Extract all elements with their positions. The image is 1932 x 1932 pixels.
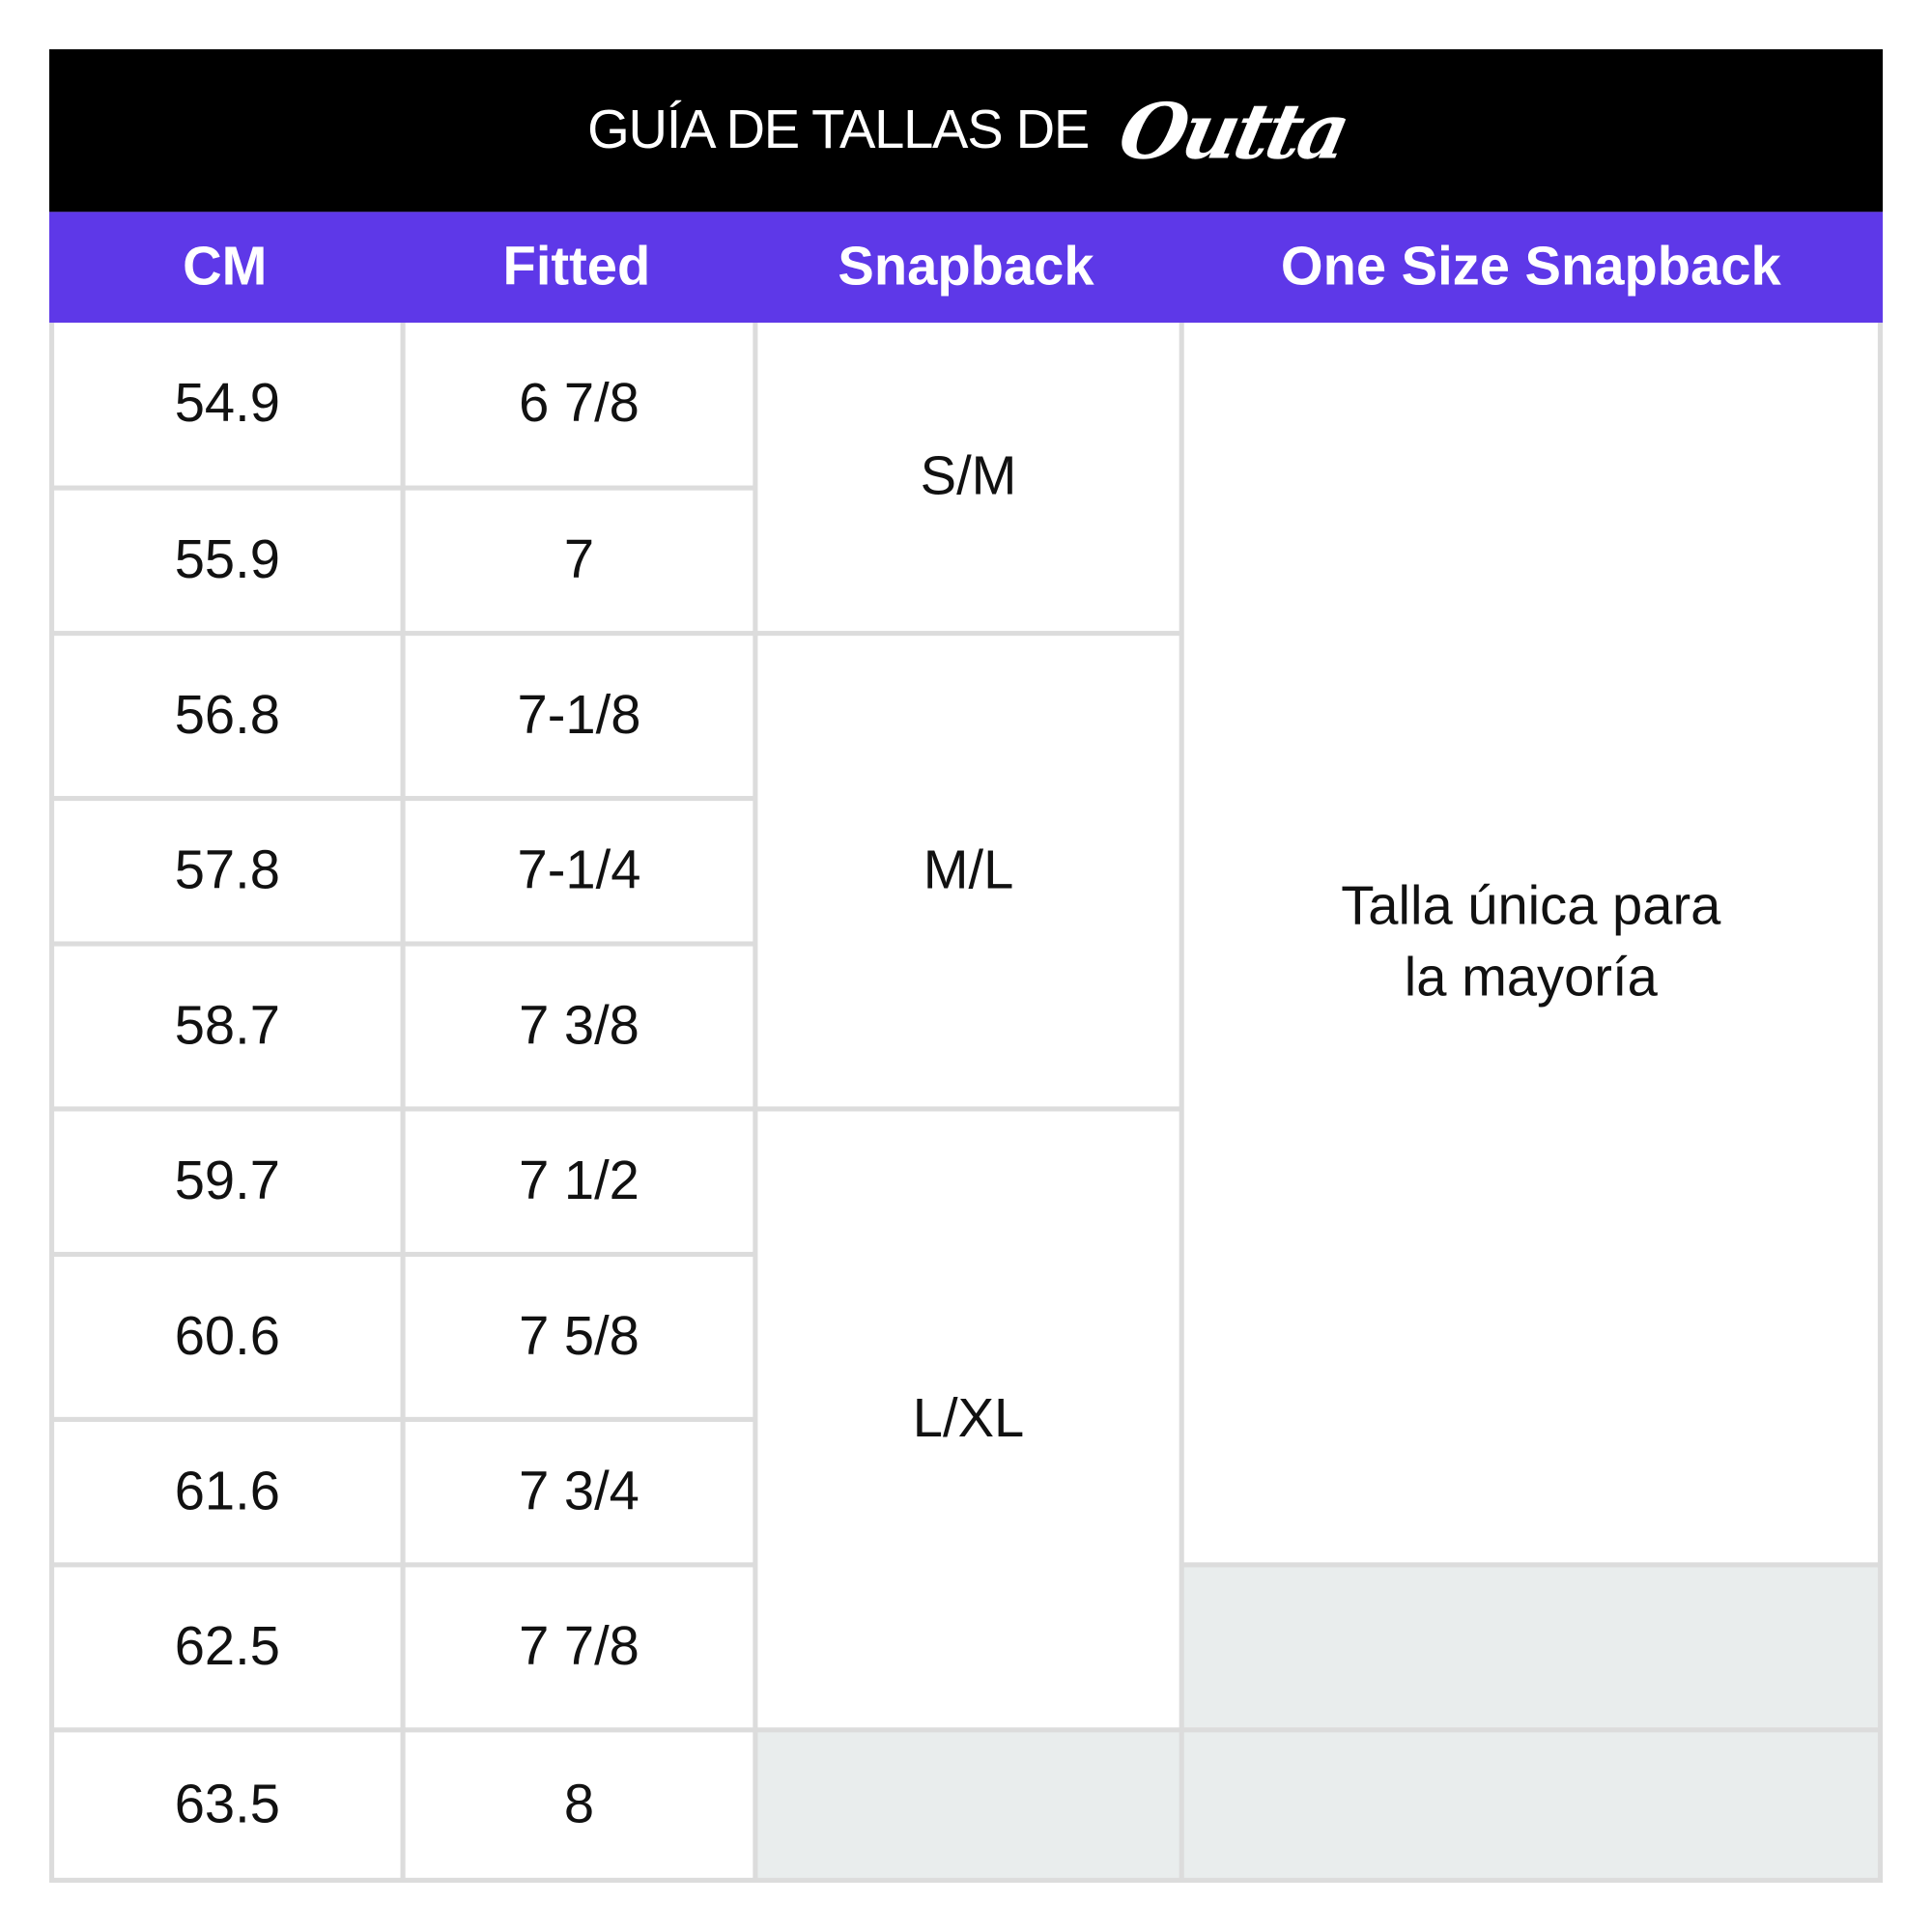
empty-cell	[1183, 1567, 1878, 1728]
fitted-cell: 7 5/8	[405, 1257, 753, 1417]
column-header-row: CM Fitted Snapback One Size Snapback	[49, 212, 1883, 324]
fitted-cell: 7	[405, 490, 753, 632]
cm-cell: 61.6	[54, 1421, 401, 1563]
cm-cell: 59.7	[54, 1111, 401, 1252]
cm-cell: 58.7	[54, 946, 401, 1107]
column-header-cm: CM	[183, 236, 268, 298]
fitted-cell: 7-1/8	[405, 636, 753, 796]
snapback-cell: M/L	[757, 636, 1179, 1107]
empty-cell	[757, 1732, 1179, 1878]
one-size-cell: Talla única para la mayoría	[1183, 323, 1878, 1563]
column-header-fitted: Fitted	[502, 236, 651, 298]
title-text: GUÍA DE TALLAS DE	[587, 99, 1090, 160]
empty-cell	[1183, 1732, 1878, 1878]
fitted-cell: 7 3/4	[405, 1421, 753, 1563]
column-header-one-size: One Size Snapback	[1280, 236, 1781, 298]
fitted-cell: 7 3/8	[405, 946, 753, 1107]
column-header-snapback: Snapback	[838, 236, 1094, 298]
cm-cell: 62.5	[54, 1567, 401, 1728]
cm-cell: 56.8	[54, 636, 401, 796]
cm-cell: 60.6	[54, 1257, 401, 1417]
cm-cell: 54.9	[54, 323, 401, 486]
size-table: 54.9 6 7/8 55.9 7 56.8 7-1/8 57.8 7-1/4 58.7 7 3/…	[49, 323, 1883, 1883]
title-bar: GUÍA DE TALLAS DE Outta	[49, 49, 1883, 213]
cm-cell: 55.9	[54, 490, 401, 632]
snapback-cell: L/XL	[757, 1111, 1179, 1728]
fitted-cell: 7-1/4	[405, 801, 753, 942]
cm-cell: 57.8	[54, 801, 401, 942]
fitted-cell: 7 1/2	[405, 1111, 753, 1252]
cm-cell: 63.5	[54, 1732, 401, 1878]
fitted-cell: 7 7/8	[405, 1567, 753, 1728]
fitted-cell: 6 7/8	[405, 323, 753, 486]
fitted-cell: 8	[405, 1732, 753, 1878]
brand-logo: Outta	[1111, 85, 1354, 176]
snapback-cell: S/M	[757, 323, 1179, 632]
